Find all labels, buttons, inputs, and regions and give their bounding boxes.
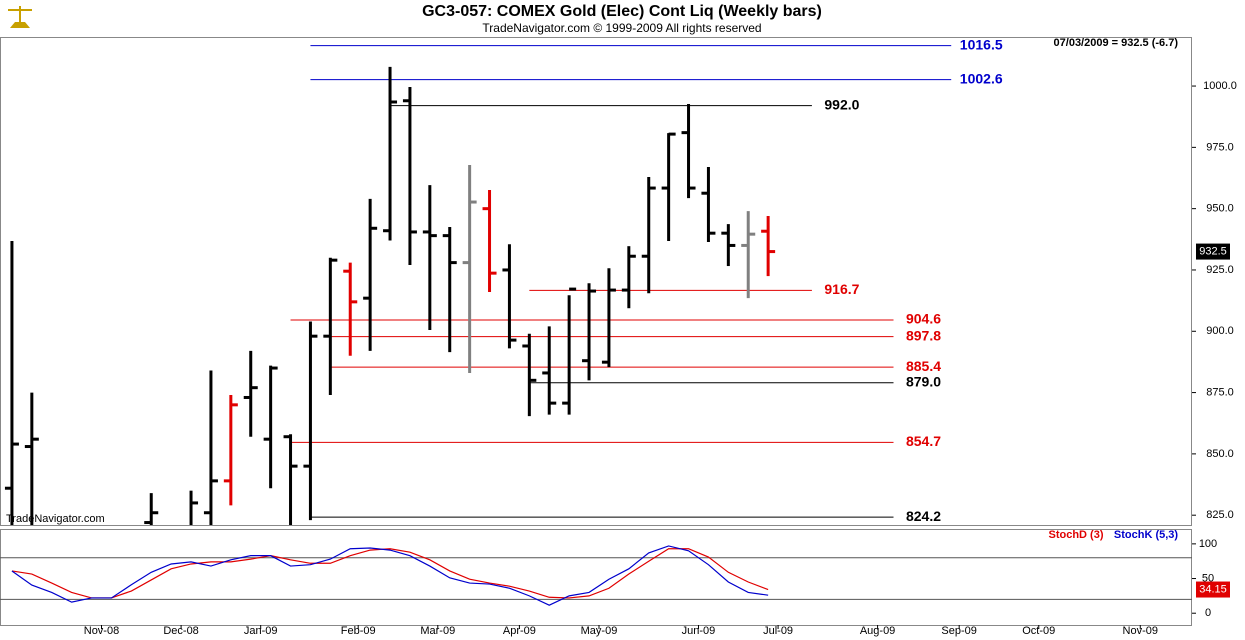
x-tick-label: Mar-09 (420, 625, 455, 637)
y-tick-label: 825.0 (1206, 509, 1234, 521)
x-tick-label: Nov-08 (84, 625, 119, 637)
x-tick-label: Apr-09 (503, 625, 536, 637)
level-label: 885.4 (906, 358, 941, 374)
level-label: 1016.5 (960, 36, 1003, 52)
stoch-line (11, 548, 769, 599)
level-label: 854.7 (906, 433, 941, 449)
y-tick-label: 0 (1205, 607, 1211, 619)
x-tick-label: Oct-09 (1022, 625, 1055, 637)
price-plot (4, 45, 952, 525)
y-tick-label: 1000.0 (1203, 80, 1237, 92)
stoch-panel (0, 529, 1192, 626)
x-tick-label: Sep-09 (941, 625, 976, 637)
y-tick-label: 100 (1199, 538, 1217, 550)
y-tick-label: 875.0 (1206, 386, 1234, 398)
level-label: 879.0 (906, 373, 941, 389)
stoch-plot (0, 545, 1192, 606)
level-label: 916.7 (824, 281, 859, 297)
y-tick-label: 950.0 (1206, 203, 1234, 215)
x-tick-label: Dec-08 (163, 625, 198, 637)
logo (8, 6, 32, 28)
x-tick-label: Jun-09 (682, 625, 716, 637)
last-price-box (1196, 243, 1230, 260)
last-value-box (1196, 581, 1230, 598)
x-tick-label: Nov-09 (1123, 625, 1158, 637)
x-tick-label: May-09 (581, 625, 618, 637)
level-label: 992.0 (824, 96, 859, 112)
axes: 825.0 850.0 875.0 900.0 925.0 950.0 975.0 1000.… (84, 36, 1237, 637)
level-label: 897.8 (906, 327, 941, 343)
level-label: 824.2 (906, 508, 941, 524)
y-tick-label: 925.0 (1206, 264, 1234, 276)
chart-title: GC3-057: COMEX Gold (Elec) Cont Liq (Wee… (422, 3, 822, 20)
level-label: 1002.6 (960, 70, 1003, 86)
price-panel (0, 37, 1192, 526)
status: 07/03/2009 = 932.5 (-6.7) (1054, 37, 1179, 49)
legend-entry: StochK (5,3) (1114, 529, 1179, 541)
chart-subtitle: TradeNavigator.com © 1999-2009 All right… (482, 21, 761, 35)
x-tick-label: Aug-09 (860, 625, 895, 637)
x-tick-label: Feb-09 (341, 625, 376, 637)
level-label: 904.6 (906, 311, 941, 327)
y-tick-label: 850.0 (1206, 448, 1234, 460)
x-tick-label: Jan-09 (244, 625, 278, 637)
y-tick-label: 900.0 (1206, 325, 1234, 337)
stoch-line (11, 545, 769, 606)
x-tick-label: Jul-09 (763, 625, 793, 637)
y-tick-label: 50 (1202, 572, 1214, 584)
legend-entry: StochD (3) (1049, 529, 1104, 541)
watermark: TradeNavigator.com (6, 513, 105, 525)
last-value: 34.15 (1199, 583, 1227, 595)
y-tick-label: 975.0 (1206, 141, 1234, 153)
last-price: 932.5 (1199, 245, 1227, 257)
